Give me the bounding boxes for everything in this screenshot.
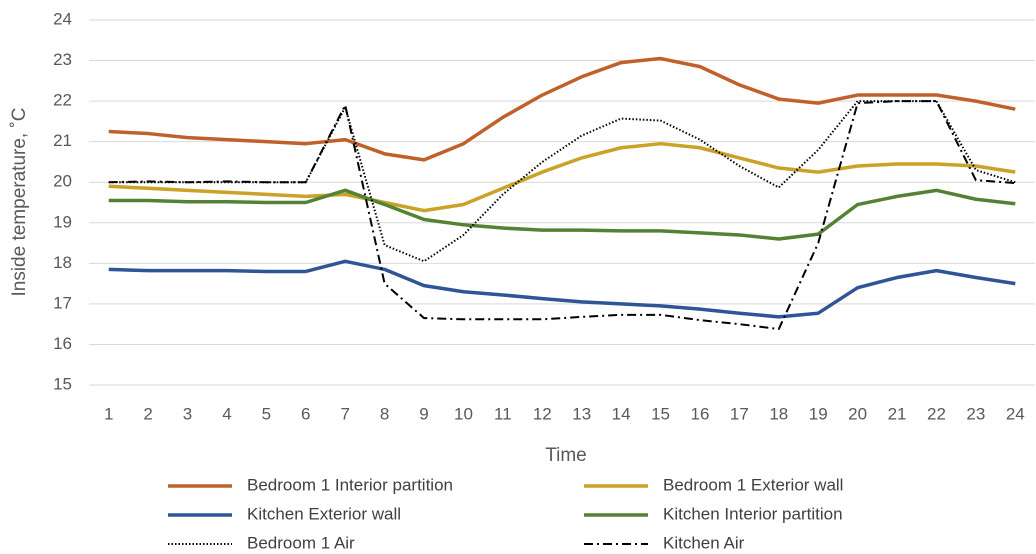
x-tick-label: 10 [454,404,473,423]
x-axis-label: Time [545,445,587,466]
legend-label: Bedroom 1 Air [247,533,355,552]
x-tick-label: 14 [612,404,631,423]
x-tick-label: 24 [1006,404,1025,423]
line-series [108,56,1016,162]
y-tick-label: 17 [53,293,72,312]
x-tick-label: 21 [888,404,907,423]
line-series [108,259,1016,319]
y-tick-label: 24 [53,9,72,28]
y-tick-label: 15 [53,374,72,393]
y-tick-label: 23 [53,50,72,69]
y-tick-label: 18 [53,253,72,272]
y-tick-label: 16 [53,334,72,353]
x-tick-label: 9 [419,404,428,423]
x-tick-label: 6 [301,404,310,423]
x-tick-label: 18 [769,404,788,423]
x-tick-label: 13 [572,404,591,423]
x-tick-label: 16 [690,404,709,423]
legend-label: Bedroom 1 Exterior wall [663,475,843,494]
x-tick-label: 15 [651,404,670,423]
y-tick-label: 21 [53,131,72,150]
x-tick-label: 5 [262,404,271,423]
legend-label: Kitchen Air [663,533,745,552]
x-tick-label: 17 [730,404,749,423]
x-tick-label: 12 [533,404,552,423]
y-tick-label: 22 [53,91,72,110]
x-tick-label: 23 [966,404,985,423]
x-tick-label: 19 [809,404,828,423]
y-tick-label: 20 [53,172,72,191]
x-tick-label: 1 [104,404,113,423]
y-tick-label: 19 [53,212,72,231]
line-series [108,141,1016,213]
legend-label: Kitchen Exterior wall [247,504,401,523]
line-series [108,188,1016,241]
legend-label: Kitchen Interior partition [663,504,843,523]
legend-label: Bedroom 1 Interior partition [247,475,453,494]
x-tick-label: 7 [340,404,349,423]
x-tick-label: 22 [927,404,946,423]
line-series [108,100,1016,331]
x-tick-label: 2 [143,404,152,423]
x-tick-label: 4 [222,404,231,423]
y-axis-label: Inside temperature, ˚C [9,107,30,296]
x-tick-label: 8 [380,404,389,423]
x-tick-label: 20 [848,404,867,423]
line-series [108,100,1016,263]
x-tick-label: 3 [183,404,192,423]
x-tick-label: 11 [494,404,512,423]
